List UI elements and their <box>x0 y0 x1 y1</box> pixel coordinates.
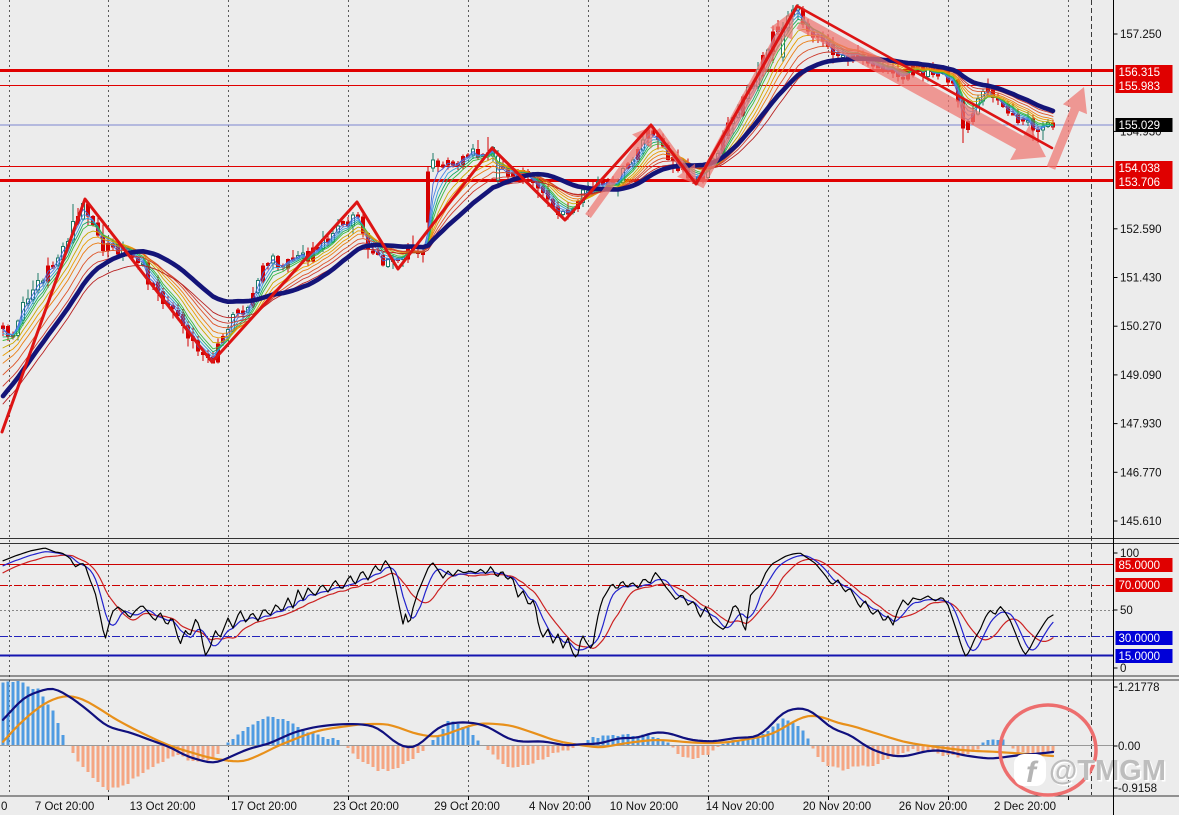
svg-text:-0.9158: -0.9158 <box>1118 783 1157 795</box>
svg-text:149.090: 149.090 <box>1120 370 1162 382</box>
svg-text:0.00: 0.00 <box>1118 741 1140 753</box>
svg-text:157.250: 157.250 <box>1120 29 1162 41</box>
svg-text:154.038: 154.038 <box>1119 163 1161 175</box>
svg-text:14 Nov 20:00: 14 Nov 20:00 <box>706 801 774 813</box>
svg-text:153.706: 153.706 <box>1119 177 1161 189</box>
svg-text:85.0000: 85.0000 <box>1119 560 1161 572</box>
svg-text:20 Nov 20:00: 20 Nov 20:00 <box>803 801 871 813</box>
svg-text:7 Oct 20:00: 7 Oct 20:00 <box>35 801 94 813</box>
svg-text:@TMGM: @TMGM <box>1049 755 1166 787</box>
svg-text:0: 0 <box>1 801 7 813</box>
svg-text:50: 50 <box>1120 605 1133 617</box>
svg-text:15.0000: 15.0000 <box>1119 651 1161 663</box>
svg-text:146.770: 146.770 <box>1120 467 1162 479</box>
svg-text:@TMGM: @TMGM <box>1051 757 1168 789</box>
svg-text:145.610: 145.610 <box>1120 516 1162 528</box>
svg-text:23 Oct 20:00: 23 Oct 20:00 <box>333 801 399 813</box>
svg-text:26 Nov 20:00: 26 Nov 20:00 <box>899 801 967 813</box>
svg-text:150.270: 150.270 <box>1120 321 1162 333</box>
svg-text:30.0000: 30.0000 <box>1119 633 1161 645</box>
svg-text:4 Nov 20:00: 4 Nov 20:00 <box>529 801 591 813</box>
svg-text:1.21778: 1.21778 <box>1118 682 1160 694</box>
svg-text:100: 100 <box>1120 548 1139 560</box>
svg-text:151.430: 151.430 <box>1120 273 1162 285</box>
svg-text:13 Oct 20:00: 13 Oct 20:00 <box>130 801 196 813</box>
svg-text:152.590: 152.590 <box>1120 224 1162 236</box>
svg-text:17 Oct 20:00: 17 Oct 20:00 <box>231 801 297 813</box>
svg-text:29 Oct 20:00: 29 Oct 20:00 <box>434 801 500 813</box>
svg-text:0: 0 <box>1120 663 1126 675</box>
svg-text:70.0000: 70.0000 <box>1119 580 1161 592</box>
svg-text:10 Nov 20:00: 10 Nov 20:00 <box>610 801 678 813</box>
svg-text:155.983: 155.983 <box>1119 81 1161 93</box>
svg-text:147.930: 147.930 <box>1120 419 1162 431</box>
svg-text:155.029: 155.029 <box>1119 120 1161 132</box>
svg-text:2 Dec 20:00: 2 Dec 20:00 <box>994 801 1056 813</box>
svg-text:156.315: 156.315 <box>1119 67 1161 79</box>
svg-text:f: f <box>1026 756 1039 789</box>
